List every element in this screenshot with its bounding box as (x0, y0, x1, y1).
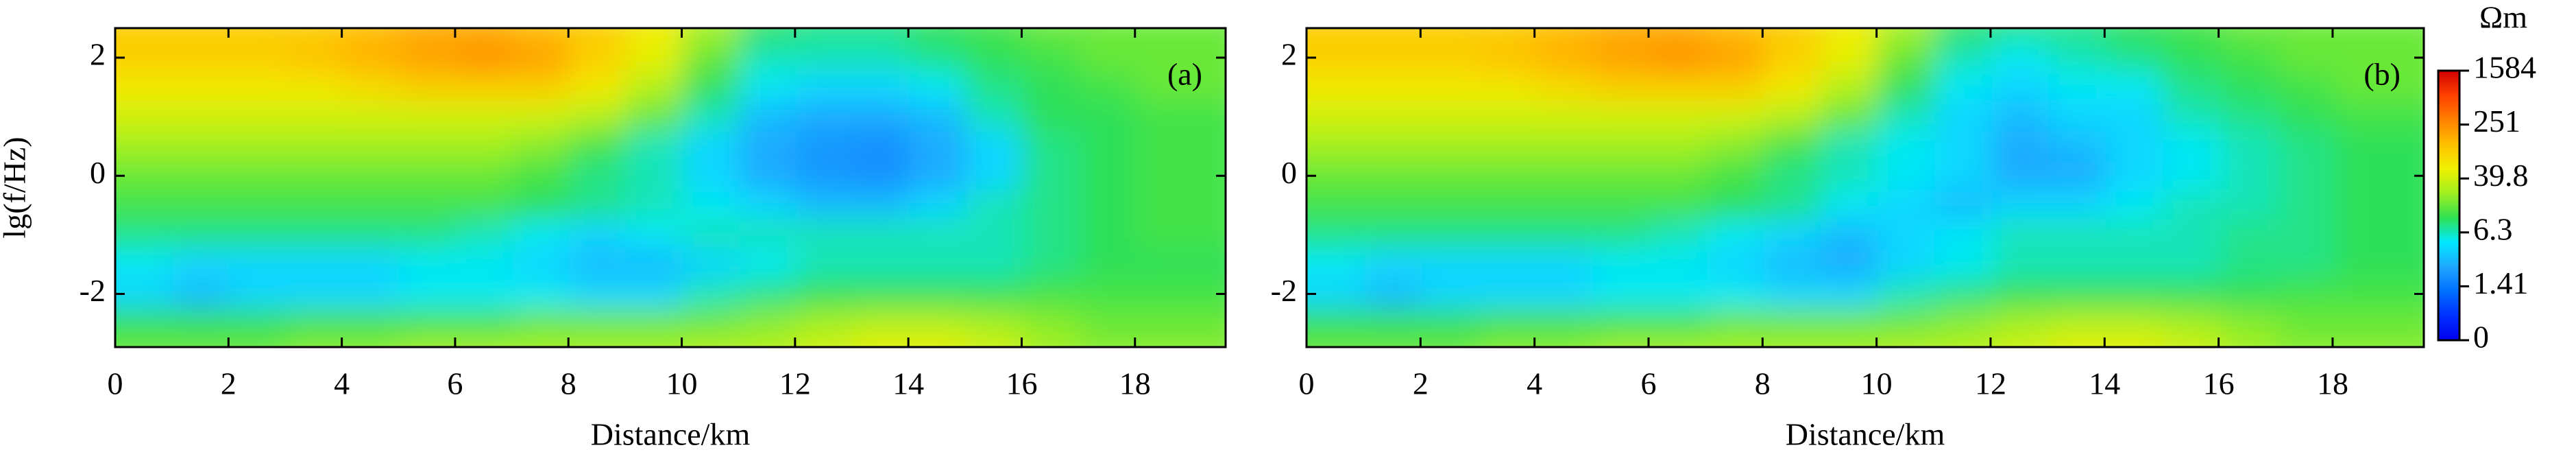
x-tick-label: 18 (1119, 366, 1151, 401)
x-tick-label: 14 (892, 366, 924, 401)
plot-frame (114, 27, 1227, 348)
x-tick-label: 12 (779, 366, 811, 401)
x-tick-label: 16 (2203, 366, 2235, 401)
y-tick-label: 2 (1281, 37, 1297, 72)
colorbar-tick-label: 0 (2473, 320, 2489, 355)
x-tick-label: 14 (2089, 366, 2120, 401)
colorbar-tick-label: 1.41 (2473, 265, 2529, 300)
heatmap-cell (2333, 28, 2424, 44)
panel-label: (b) (2364, 57, 2401, 92)
heatmap-cell (2333, 219, 2424, 250)
x-tick-label: 6 (447, 366, 463, 401)
heatmap-cell (1136, 189, 1226, 221)
heatmap-cell (1136, 337, 1226, 347)
colorbar-title: Ωm (2479, 0, 2527, 35)
heatmap-cell (2333, 160, 2424, 191)
colorbar-tick-label: 6.3 (2473, 211, 2513, 246)
colorbar (2437, 69, 2461, 342)
x-axis-label: Distance/km (1786, 417, 1945, 452)
heatmap-cell (1136, 28, 1226, 44)
heatmap-cell (1136, 101, 1226, 132)
y-tick-label: -2 (80, 273, 106, 308)
heatmap-cell (2333, 248, 2424, 280)
x-tick-label: 6 (1640, 366, 1656, 401)
heatmap-cell (2333, 308, 2424, 340)
x-tick-label: 16 (1006, 366, 1037, 401)
colorbar-tick-label: 1584 (2473, 50, 2536, 85)
heatmap-cell (1136, 71, 1226, 103)
heatmap-cell (1136, 130, 1226, 162)
x-tick-label: 4 (1527, 366, 1542, 401)
y-axis-label: lg(f/Hz) (0, 136, 32, 238)
heatmap-cells (115, 28, 1226, 347)
heatmap-cell (1136, 278, 1226, 310)
y-tick-label: 2 (90, 37, 106, 72)
axes (114, 27, 1227, 348)
x-tick-label: 2 (1413, 366, 1429, 401)
plot-frame (1305, 27, 2425, 348)
heatmap-cell (2333, 71, 2424, 103)
x-tick-label: 2 (221, 366, 236, 401)
heatmap-cell (2333, 278, 2424, 310)
x-tick-label: 0 (108, 366, 123, 401)
plot-area (115, 28, 1226, 347)
x-tick-label: 4 (334, 366, 350, 401)
x-tick-label: 8 (561, 366, 576, 401)
x-tick-label: 0 (1299, 366, 1315, 401)
heatmap-cell (2333, 101, 2424, 132)
heatmap-cell (2333, 337, 2424, 347)
heatmap-cell (1136, 42, 1226, 73)
heatmap-cell (1136, 248, 1226, 280)
x-tick-label: 10 (1861, 366, 1893, 401)
y-tick-label: -2 (1271, 273, 1297, 308)
y-tick-label: 0 (90, 155, 106, 190)
heatmap-cell (2333, 130, 2424, 162)
heatmap-cell (1136, 160, 1226, 191)
x-tick-label: 8 (1755, 366, 1771, 401)
colorbar-tick-label: 251 (2473, 104, 2520, 139)
axes (1305, 27, 2425, 348)
plot-area (1307, 28, 2424, 347)
x-tick-label: 18 (2317, 366, 2348, 401)
colorbar-axis (2459, 69, 2469, 342)
x-axis-label: Distance/km (591, 417, 751, 452)
heatmap-cells (1307, 28, 2424, 347)
heatmap-cell (1136, 219, 1226, 250)
y-tick-label: 0 (1281, 155, 1297, 190)
x-tick-label: 12 (1975, 366, 2006, 401)
panel-label: (a) (1167, 57, 1202, 92)
heatmap-cell (1136, 308, 1226, 340)
heatmap-cell (2333, 189, 2424, 221)
x-tick-label: 10 (666, 366, 698, 401)
colorbar-tick-label: 39.8 (2473, 158, 2529, 193)
heatmap-cell (2333, 42, 2424, 73)
